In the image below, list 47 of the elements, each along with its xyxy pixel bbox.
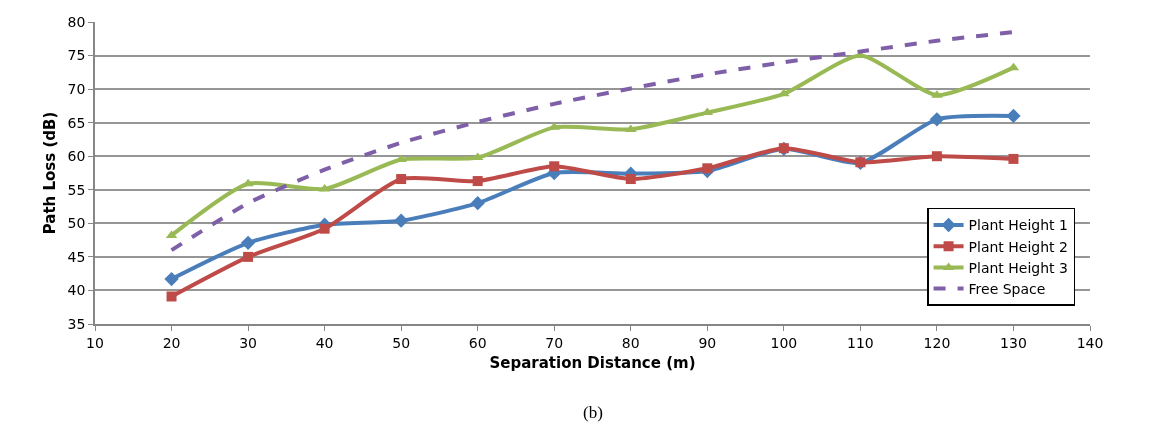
x-tick-label: 120 [923,334,951,351]
y-tick-label: 65 [67,114,86,131]
point [702,163,713,174]
x-tick-label: 80 [621,334,640,351]
point [394,213,409,228]
point [470,196,485,211]
y-tick-label: 35 [67,315,86,332]
x-tick-label: 50 [392,334,411,351]
y-tick-label: 50 [67,215,86,232]
point [396,174,407,185]
point [472,176,483,187]
x-tick-label: 100 [770,334,798,351]
y-tick-label: 70 [67,81,86,98]
x-tick-label: 90 [698,334,717,351]
x-tick-label: 70 [545,334,564,351]
y-tick-label: 45 [67,248,86,265]
point [166,291,177,302]
x-axis-title: Separation Distance (m) [489,354,696,373]
y-tick-label: 55 [67,181,86,198]
point [1008,153,1019,164]
legend-label: Plant Height 1 [968,217,1068,234]
x-tick-label: 60 [468,334,487,351]
point [319,223,330,234]
point [929,112,945,127]
x-tick-label: 140 [1076,334,1104,351]
x-tick-label: 130 [1000,334,1027,351]
x-tick-label: 110 [847,334,874,351]
x-tick-label: 20 [162,334,181,351]
legend-label: Free Space [968,281,1046,298]
y-tick-label: 40 [67,282,86,299]
x-tick-label: 10 [86,334,104,351]
point [240,235,256,250]
x-tick-label: 30 [239,334,257,351]
point [931,151,942,162]
y-axis-title: Path Loss (dB) [41,111,60,235]
point [625,174,636,185]
y-tick-label: 60 [67,148,86,165]
legend-label: Plant Height 2 [968,238,1068,255]
point [1006,108,1021,124]
point [243,251,254,262]
legend-label: Plant Height 3 [968,259,1068,276]
x-tick-label: 40 [315,334,334,351]
text: (b) [583,403,603,422]
point [164,271,179,287]
y-tick-label: 75 [67,47,86,64]
y-tick-label: 80 [67,13,86,30]
point [549,161,560,172]
